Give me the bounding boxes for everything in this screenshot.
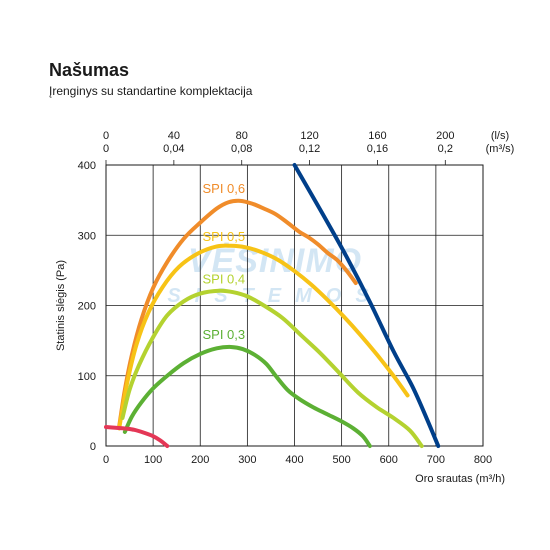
top-tick-ls: 80 — [236, 130, 248, 142]
x-tick-label: 200 — [191, 454, 209, 466]
chart-grid — [105, 164, 484, 447]
series-line-2 — [120, 288, 424, 448]
y-tick-label: 200 — [78, 301, 96, 313]
watermark: VĖSINIMO SISTEMOS — [167, 242, 382, 307]
watermark-line2: SISTEMOS — [167, 285, 382, 307]
chart-series: SPI 0,6 SPI 0,5 SPI 0,4 SPI 0,3 — [104, 163, 441, 448]
x-tick-label: 500 — [332, 454, 350, 466]
series-label: SPI 0,4 — [202, 272, 245, 287]
series-line-0 — [117, 198, 358, 429]
top-unit-ls: (l/s) — [491, 130, 509, 142]
x-tick-label: 800 — [474, 454, 492, 466]
y-tick-label: 300 — [78, 230, 96, 242]
series-label: SPI 0,5 — [202, 229, 245, 244]
chart-ticks: 0 100 200 300 400 500 600 700 800010020030040000… — [78, 130, 515, 466]
top-tick-m3s: 0,04 — [163, 143, 184, 155]
top-tick-ls: 200 — [436, 130, 454, 142]
x-axis-label: Oro srautas (m³/h) — [415, 473, 505, 485]
series-line-4 — [292, 163, 441, 448]
top-tick-ls: 40 — [168, 130, 180, 142]
x-tick-label: 0 — [103, 454, 109, 466]
series-label: SPI 0,6 — [202, 181, 245, 196]
y-axis-label: Statinis slėgis (Pa) — [55, 260, 67, 351]
x-tick-label: 300 — [238, 454, 256, 466]
x-tick-label: 700 — [427, 454, 445, 466]
top-tick-ls: 120 — [300, 130, 318, 142]
x-tick-label: 600 — [380, 454, 398, 466]
top-unit-m3s: (m³/s) — [486, 143, 515, 155]
x-tick-label: 100 — [144, 454, 162, 466]
page-title: Našumas — [49, 60, 130, 80]
series-label: SPI 0,3 — [202, 327, 245, 342]
top-tick-m3s: 0,2 — [438, 143, 453, 155]
y-tick-label: 0 — [90, 441, 96, 453]
series-line-5 — [104, 425, 170, 448]
top-tick-ls: 160 — [368, 130, 386, 142]
top-tick-m3s: 0,08 — [231, 143, 252, 155]
top-tick-ls: 0 — [103, 130, 109, 142]
x-tick-label: 400 — [285, 454, 303, 466]
series-line-3 — [122, 344, 372, 448]
top-tick-m3s: 0,12 — [299, 143, 320, 155]
series-line-1 — [117, 243, 410, 431]
y-tick-label: 400 — [78, 160, 96, 172]
page-subtitle: Įrenginys su standartine komplektacija — [49, 84, 253, 98]
y-tick-label: 100 — [78, 371, 96, 383]
top-tick-m3s: 0,16 — [367, 143, 388, 155]
top-tick-m3s: 0 — [103, 143, 109, 155]
